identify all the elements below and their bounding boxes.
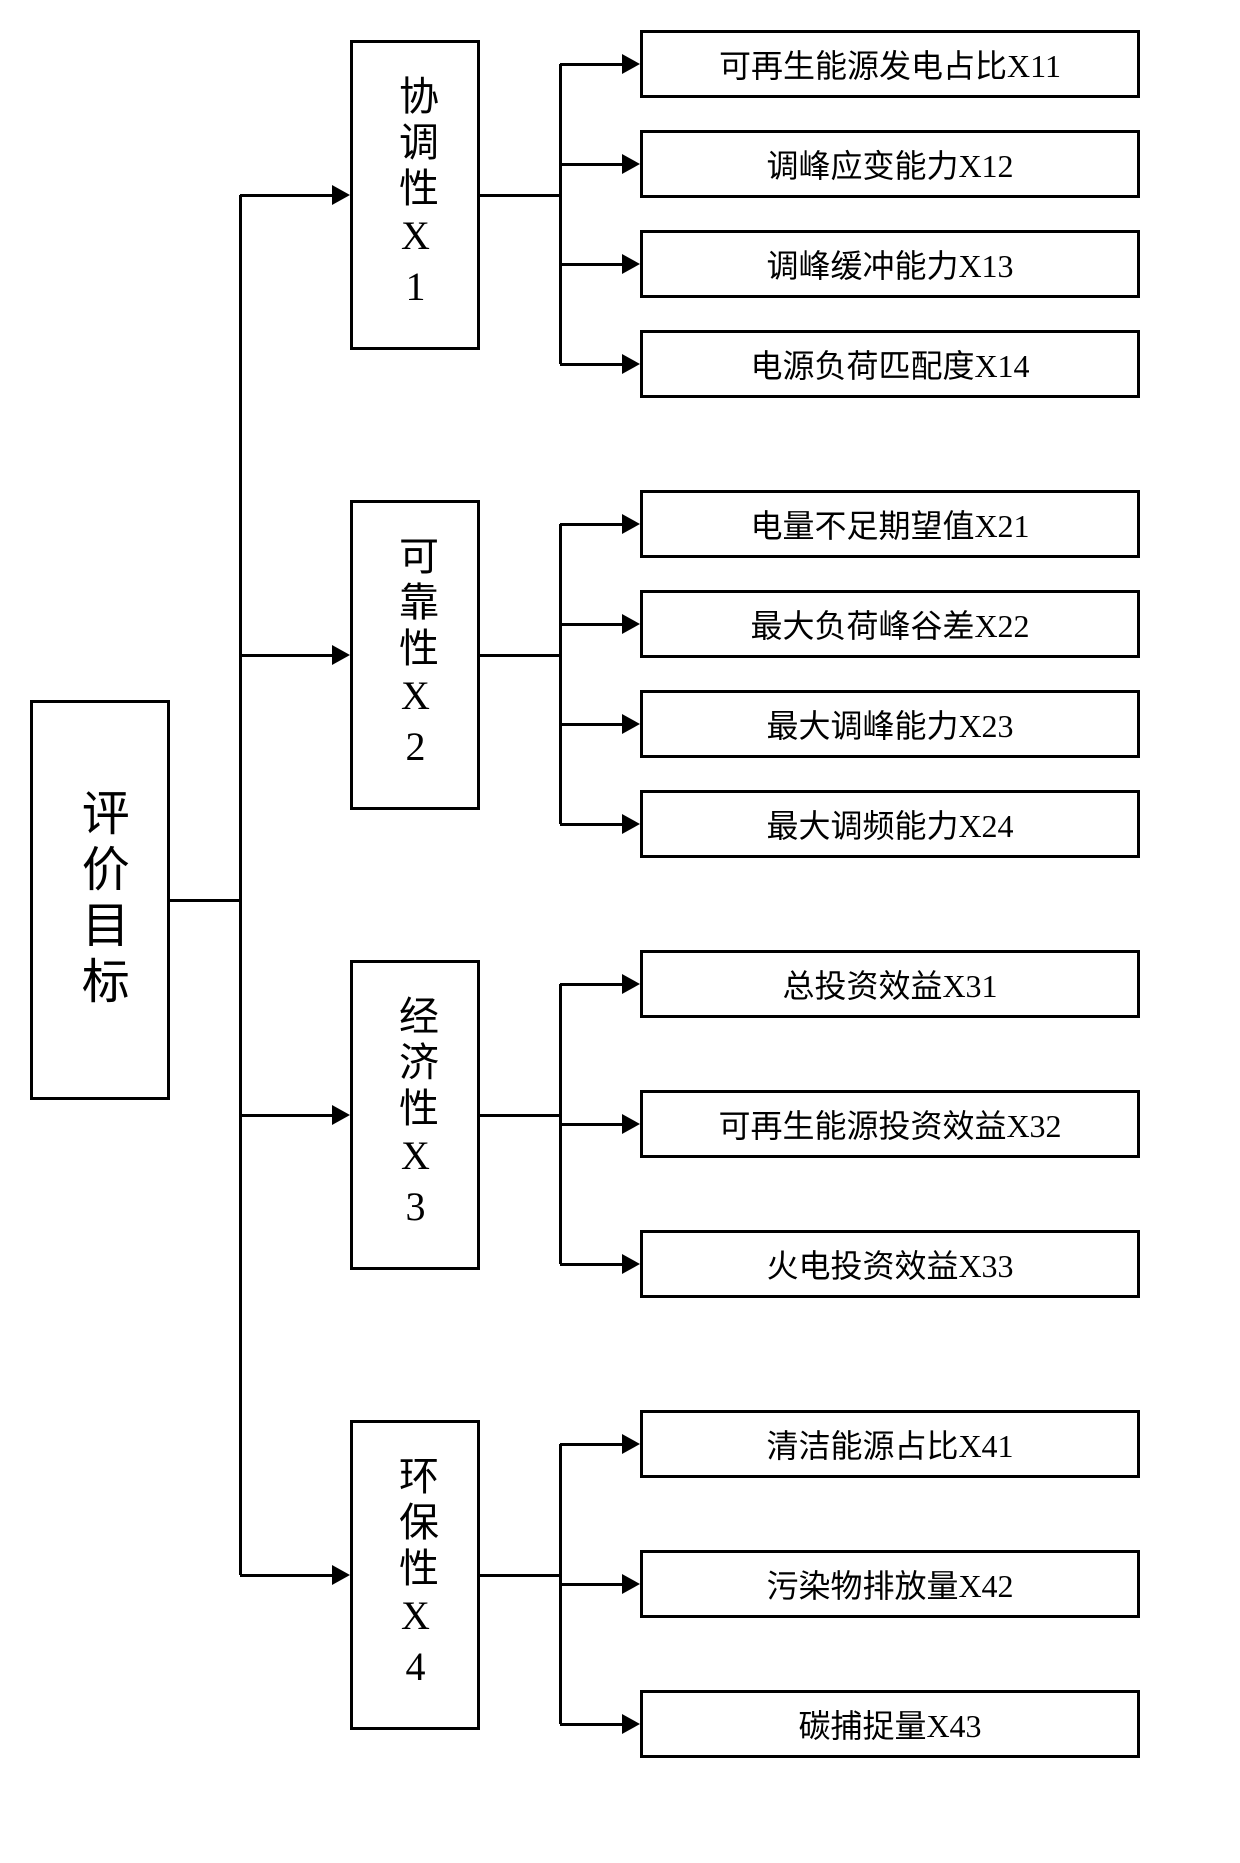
connector-line: [240, 654, 332, 657]
connector-line: [239, 195, 242, 1575]
leaf-label: 火电投资效益X33: [750, 1233, 1029, 1295]
category-node-x4: 环保性X4: [350, 1420, 480, 1730]
connector-line: [480, 194, 560, 197]
leaf-node-x14: 电源负荷匹配度X14: [640, 330, 1140, 398]
category-node-x2: 可靠性X2: [350, 500, 480, 810]
arrow-icon: [622, 714, 640, 734]
arrow-icon: [622, 814, 640, 834]
arrow-icon: [622, 514, 640, 534]
arrow-icon: [622, 1114, 640, 1134]
connector-line: [560, 263, 622, 266]
leaf-label: 最大调峰能力X23: [750, 693, 1029, 755]
category-label: 环保性X4: [391, 1455, 439, 1695]
leaf-label: 可再生能源投资效益X32: [702, 1093, 1077, 1155]
arrow-icon: [622, 1254, 640, 1274]
leaf-label: 可再生能源发电占比X11: [703, 33, 1077, 95]
connector-line: [480, 654, 560, 657]
leaf-label: 清洁能源占比X41: [750, 1413, 1029, 1475]
leaf-node-x22: 最大负荷峰谷差X22: [640, 590, 1140, 658]
leaf-label: 碳捕捉量X43: [782, 1693, 997, 1755]
root-label: 评价目标: [71, 788, 129, 1012]
category-node-x3: 经济性X3: [350, 960, 480, 1270]
connector-line: [480, 1114, 560, 1117]
category-node-x1: 协调性X1: [350, 40, 480, 350]
root-node: 评价目标: [30, 700, 170, 1100]
connector-line: [560, 623, 622, 626]
leaf-node-x23: 最大调峰能力X23: [640, 690, 1140, 758]
arrow-icon: [622, 1714, 640, 1734]
leaf-node-x11: 可再生能源发电占比X11: [640, 30, 1140, 98]
arrow-icon: [332, 1565, 350, 1585]
connector-line: [240, 194, 332, 197]
connector-line: [560, 1723, 622, 1726]
leaf-label: 调峰缓冲能力X13: [750, 233, 1029, 295]
connector-line: [560, 363, 622, 366]
connector-line: [560, 1443, 622, 1446]
connector-line: [480, 1574, 560, 1577]
leaf-label: 最大负荷峰谷差X22: [734, 593, 1045, 655]
leaf-node-x42: 污染物排放量X42: [640, 1550, 1140, 1618]
category-label: 经济性X3: [391, 995, 439, 1235]
leaf-node-x12: 调峰应变能力X12: [640, 130, 1140, 198]
category-label: 可靠性X2: [391, 535, 439, 775]
connector-line: [560, 1123, 622, 1126]
connector-line: [240, 1114, 332, 1117]
leaf-node-x13: 调峰缓冲能力X13: [640, 230, 1140, 298]
leaf-node-x24: 最大调频能力X24: [640, 790, 1140, 858]
arrow-icon: [332, 1105, 350, 1125]
leaf-label: 电源负荷匹配度X14: [734, 333, 1045, 395]
arrow-icon: [622, 974, 640, 994]
leaf-node-x31: 总投资效益X31: [640, 950, 1140, 1018]
connector-line: [560, 523, 622, 526]
connector-line: [560, 823, 622, 826]
connector-line: [560, 1583, 622, 1586]
arrow-icon: [622, 614, 640, 634]
connector-line: [559, 524, 562, 824]
connector-line: [560, 723, 622, 726]
arrow-icon: [622, 1574, 640, 1594]
leaf-label: 污染物排放量X42: [750, 1553, 1029, 1615]
connector-line: [560, 63, 622, 66]
arrow-icon: [622, 254, 640, 274]
leaf-node-x43: 碳捕捉量X43: [640, 1690, 1140, 1758]
leaf-node-x21: 电量不足期望值X21: [640, 490, 1140, 558]
connector-line: [560, 163, 622, 166]
arrow-icon: [622, 54, 640, 74]
leaf-node-x41: 清洁能源占比X41: [640, 1410, 1140, 1478]
connector-line: [170, 899, 240, 902]
leaf-node-x33: 火电投资效益X33: [640, 1230, 1140, 1298]
arrow-icon: [622, 354, 640, 374]
connector-line: [240, 1574, 332, 1577]
arrow-icon: [622, 154, 640, 174]
leaf-label: 最大调频能力X24: [750, 793, 1029, 855]
arrow-icon: [332, 185, 350, 205]
connector-line: [559, 64, 562, 364]
leaf-node-x32: 可再生能源投资效益X32: [640, 1090, 1140, 1158]
leaf-label: 电量不足期望值X21: [734, 493, 1045, 555]
leaf-label: 总投资效益X31: [766, 953, 1013, 1015]
connector-line: [560, 1263, 622, 1266]
arrow-icon: [332, 645, 350, 665]
arrow-icon: [622, 1434, 640, 1454]
connector-line: [560, 983, 622, 986]
leaf-label: 调峰应变能力X12: [750, 133, 1029, 195]
category-label: 协调性X1: [391, 75, 439, 315]
